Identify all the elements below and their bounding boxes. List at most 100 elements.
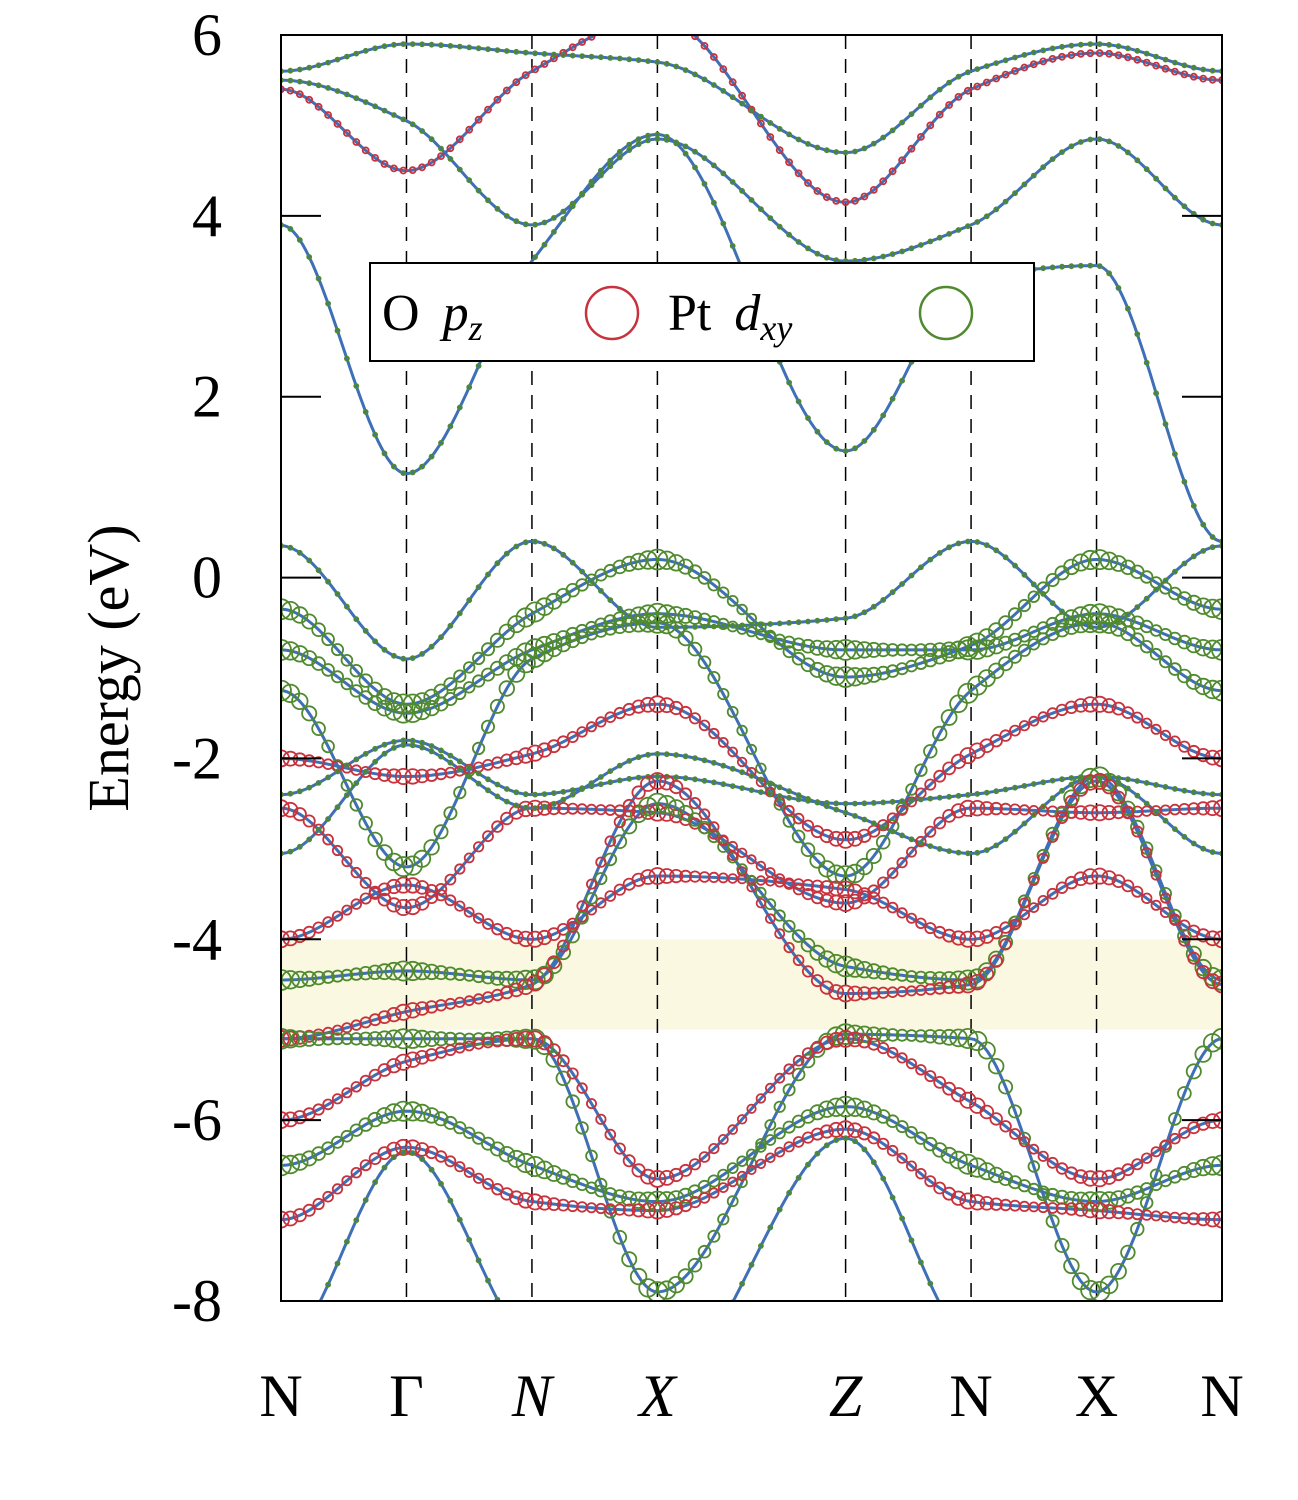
marker-vb-8 xyxy=(438,753,444,760)
marker-cb-2 xyxy=(898,156,906,165)
marker-vb-1 xyxy=(494,560,501,567)
marker-cb-4 xyxy=(1002,57,1009,64)
marker-vb-5 xyxy=(604,711,617,723)
marker-vb-14 xyxy=(301,1150,318,1167)
marker-cb-1 xyxy=(1153,390,1159,397)
marker-cb-3 xyxy=(814,250,821,257)
marker-vb-9 xyxy=(836,880,855,899)
marker-cb-4 xyxy=(428,41,435,48)
marker-vb-9 xyxy=(386,878,402,895)
marker-vb-12 xyxy=(367,1031,383,1047)
marker-vb-11 xyxy=(613,815,626,829)
marker-vb-12 xyxy=(1194,1045,1212,1063)
marker-vb-8 xyxy=(927,843,934,849)
marker-vb-10 xyxy=(423,963,440,981)
marker-vb-14 xyxy=(603,1187,618,1201)
marker-vb-7 xyxy=(1200,790,1207,797)
marker-vb-7 xyxy=(1068,775,1075,781)
marker-cb-1 xyxy=(607,157,614,164)
marker-cb-4 xyxy=(419,41,426,48)
marker-vb-11 xyxy=(764,913,776,924)
marker-vb-15 xyxy=(622,1203,636,1217)
marker-vb-3 xyxy=(875,642,891,658)
marker-vb-2 xyxy=(809,661,826,678)
marker-vb-13 xyxy=(604,1128,617,1141)
marker-vb-5 xyxy=(622,702,636,716)
marker-cb-3 xyxy=(701,155,708,162)
marker-vb-5 xyxy=(1091,695,1109,713)
marker-vb-16 xyxy=(428,1166,435,1173)
marker-vb-8 xyxy=(588,780,595,786)
marker-vb-12 xyxy=(1168,1112,1182,1126)
marker-cb-2 xyxy=(869,185,878,194)
marker-cb-4 xyxy=(522,49,529,56)
marker-vb-5 xyxy=(969,742,986,759)
marker-cb-2 xyxy=(474,115,483,124)
marker-vb-8 xyxy=(296,843,303,850)
marker-cb-2 xyxy=(860,192,869,201)
marker-vb-14 xyxy=(1185,1162,1202,1179)
marker-vb-16 xyxy=(721,1318,725,1322)
marker-vb-12 xyxy=(707,1229,721,1243)
marker-vb-14 xyxy=(957,1153,979,1175)
marker-cb-3 xyxy=(325,85,332,91)
marker-vb-6 xyxy=(950,803,967,819)
marker-vb-1 xyxy=(1002,554,1009,561)
marker-vb-5 xyxy=(631,699,646,714)
marker-vb-1 xyxy=(767,621,774,627)
marker-vb-12 xyxy=(507,1029,526,1048)
legend: O pz Pt dxy xyxy=(369,262,1035,362)
y-tick-label: -6 xyxy=(172,1087,222,1153)
marker-vb-10 xyxy=(471,969,486,984)
marker-cb-3 xyxy=(1200,216,1207,223)
marker-vb-1 xyxy=(287,544,294,551)
marker-vb-4 xyxy=(1099,615,1119,634)
marker-vb-10 xyxy=(1017,894,1032,908)
marker-vb-13 xyxy=(1150,1146,1162,1158)
marker-cb-4 xyxy=(438,42,444,49)
marker-cb-2 xyxy=(673,19,679,25)
marker-vb-2 xyxy=(746,612,758,624)
marker-vb-2 xyxy=(998,615,1014,631)
marker-vb-7 xyxy=(598,781,604,788)
marker-vb-2 xyxy=(697,571,712,585)
marker-vb-15 xyxy=(1091,1202,1109,1220)
marker-cb-2 xyxy=(1029,60,1038,69)
marker-vb-15 xyxy=(708,1187,720,1199)
marker-vb-2 xyxy=(1036,581,1050,595)
marker-vb-1 xyxy=(776,620,783,627)
marker-cb-2 xyxy=(766,133,775,141)
marker-cb-4 xyxy=(1172,59,1178,66)
marker-cb-3 xyxy=(1162,185,1169,192)
marker-vb-3 xyxy=(340,677,354,691)
marker-vb-13 xyxy=(679,1163,693,1177)
marker-vb-15 xyxy=(556,1198,570,1212)
marker-vb-4 xyxy=(376,844,393,861)
marker-vb-8 xyxy=(466,773,473,780)
marker-vb-8 xyxy=(842,809,849,816)
marker-vb-12 xyxy=(565,1094,580,1109)
marker-vb-7 xyxy=(428,743,435,749)
marker-vb-15 xyxy=(698,1192,711,1204)
highlight-energy-window xyxy=(281,939,1222,1030)
marker-vb-11 xyxy=(979,966,995,982)
marker-cb-2 xyxy=(587,35,596,41)
marker-vb-6 xyxy=(896,857,908,869)
marker-vb-14 xyxy=(826,1097,846,1118)
marker-vb-9 xyxy=(810,879,824,893)
marker-vb-2 xyxy=(1017,598,1032,613)
marker-cb-3 xyxy=(1049,156,1056,163)
marker-vb-14 xyxy=(667,1190,685,1208)
marker-cb-4 xyxy=(842,149,849,156)
marker-vb-3 xyxy=(376,699,393,717)
marker-cb-3 xyxy=(748,197,755,203)
marker-vb-4 xyxy=(834,865,857,887)
marker-vb-11 xyxy=(774,928,786,940)
marker-vb-1 xyxy=(1181,560,1188,567)
marker-vb-5 xyxy=(727,746,738,758)
marker-vb-13 xyxy=(1178,1126,1191,1139)
marker-vb-3 xyxy=(1211,639,1222,661)
marker-vb-4 xyxy=(1008,649,1023,664)
marker-vb-1 xyxy=(795,619,802,626)
marker-vb-15 xyxy=(969,1194,986,1211)
